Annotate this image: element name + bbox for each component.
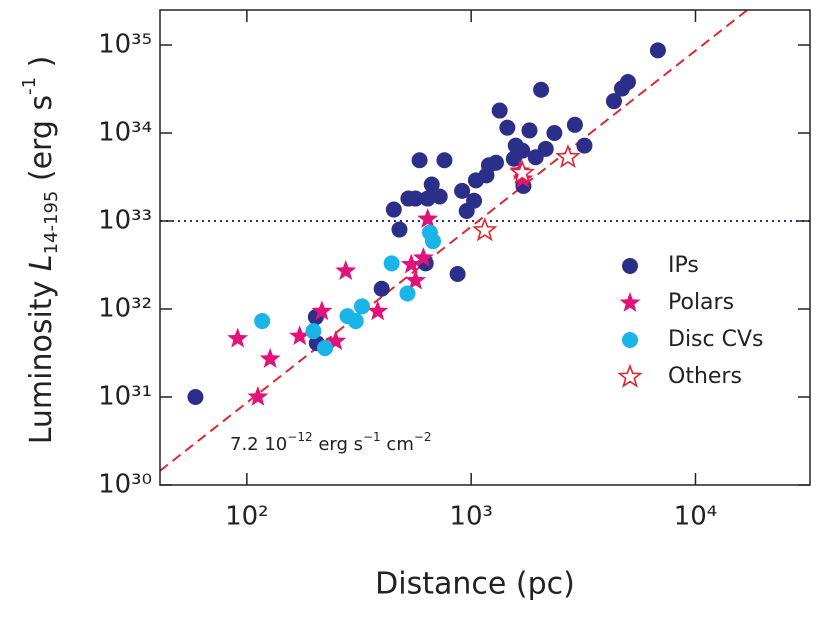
data-point bbox=[499, 119, 516, 136]
data-point bbox=[449, 265, 466, 282]
x-tick-label: 10⁴ bbox=[674, 502, 718, 532]
data-point bbox=[367, 300, 389, 321]
data-point bbox=[289, 325, 311, 346]
plot-layer bbox=[160, 10, 810, 472]
data-point bbox=[454, 182, 471, 199]
y-tick-label: 10³⁰ bbox=[98, 470, 152, 500]
y-label-part: (erg s bbox=[24, 95, 59, 191]
x-tick-label: 10³ bbox=[449, 502, 493, 532]
data-point bbox=[649, 42, 666, 59]
legend-marker bbox=[622, 258, 638, 274]
y-axis-label: Luminosity L14-195 (erg s-1 ) bbox=[19, 56, 62, 445]
data-point bbox=[247, 386, 269, 406]
data-point bbox=[405, 269, 427, 290]
data-point bbox=[509, 159, 535, 184]
legend-marker bbox=[619, 292, 641, 312]
data-point bbox=[316, 340, 333, 357]
data-point bbox=[419, 190, 436, 207]
y-label-symbol: L bbox=[24, 254, 59, 271]
y-label-part: Luminosity bbox=[24, 271, 59, 444]
data-point bbox=[347, 313, 364, 330]
data-point bbox=[491, 102, 508, 119]
legend-label: Others bbox=[668, 364, 742, 389]
flux-line bbox=[160, 10, 749, 472]
y-tick-label: 10³⁴ bbox=[98, 118, 152, 148]
data-point bbox=[576, 137, 593, 154]
annotation-part: 7.2 10 bbox=[230, 434, 287, 455]
legend-label: IPs bbox=[668, 253, 699, 278]
data-point bbox=[391, 221, 408, 238]
y-label-sub: 14-195 bbox=[41, 191, 62, 255]
data-point bbox=[521, 122, 538, 139]
data-point bbox=[353, 298, 370, 315]
data-point bbox=[373, 280, 390, 297]
data-point bbox=[472, 217, 498, 242]
series bbox=[254, 224, 442, 357]
legend-marker bbox=[622, 332, 638, 348]
y-tick-label: 10³¹ bbox=[98, 382, 152, 412]
data-point bbox=[533, 81, 550, 98]
y-label-sup: -1 bbox=[19, 77, 40, 95]
data-point bbox=[423, 176, 440, 193]
series bbox=[472, 143, 581, 242]
legend-label: Polars bbox=[668, 290, 734, 315]
x-axis-label: Distance (pc) bbox=[375, 567, 575, 602]
data-point bbox=[537, 140, 554, 157]
data-point bbox=[412, 246, 434, 267]
data-point bbox=[305, 323, 322, 340]
data-point bbox=[487, 154, 504, 171]
data-point bbox=[259, 348, 281, 368]
data-point bbox=[417, 208, 439, 229]
annotation-part: erg s bbox=[313, 434, 363, 455]
data-point bbox=[605, 93, 622, 110]
data-point bbox=[399, 285, 416, 302]
annotation-part: cm bbox=[381, 434, 414, 455]
data-point bbox=[187, 389, 204, 406]
series bbox=[187, 42, 666, 406]
data-point bbox=[383, 255, 400, 272]
annotation-sup: −12 bbox=[287, 430, 312, 444]
data-point bbox=[227, 327, 249, 348]
data-point bbox=[325, 330, 347, 351]
annotation: 7.2 10−12 erg s−1 cm−2 bbox=[230, 430, 432, 456]
data-point bbox=[514, 142, 531, 159]
legend-marker bbox=[617, 363, 643, 388]
data-point bbox=[411, 152, 428, 169]
data-point bbox=[254, 313, 271, 330]
annotation-sup: −2 bbox=[414, 430, 432, 444]
y-tick-label: 10³² bbox=[98, 294, 152, 324]
data-point bbox=[407, 190, 424, 207]
data-point bbox=[619, 73, 636, 90]
y-label-part: ) bbox=[24, 56, 59, 77]
legend-label: Disc CVs bbox=[668, 327, 763, 352]
plot-frame bbox=[159, 9, 811, 486]
data-point bbox=[311, 300, 333, 321]
data-point bbox=[335, 260, 357, 280]
x-tick-label: 10² bbox=[225, 502, 269, 532]
y-tick-label: 10³⁵ bbox=[98, 30, 152, 60]
data-point bbox=[431, 188, 448, 205]
data-point bbox=[555, 143, 581, 169]
data-point bbox=[425, 233, 442, 250]
annotation-sup: −1 bbox=[363, 430, 381, 444]
data-point bbox=[466, 192, 483, 209]
data-point bbox=[566, 116, 583, 133]
y-tick-label: 10³³ bbox=[98, 206, 152, 236]
data-point bbox=[400, 253, 422, 274]
data-point bbox=[546, 125, 563, 142]
data-point bbox=[385, 201, 402, 218]
data-point bbox=[436, 152, 453, 169]
